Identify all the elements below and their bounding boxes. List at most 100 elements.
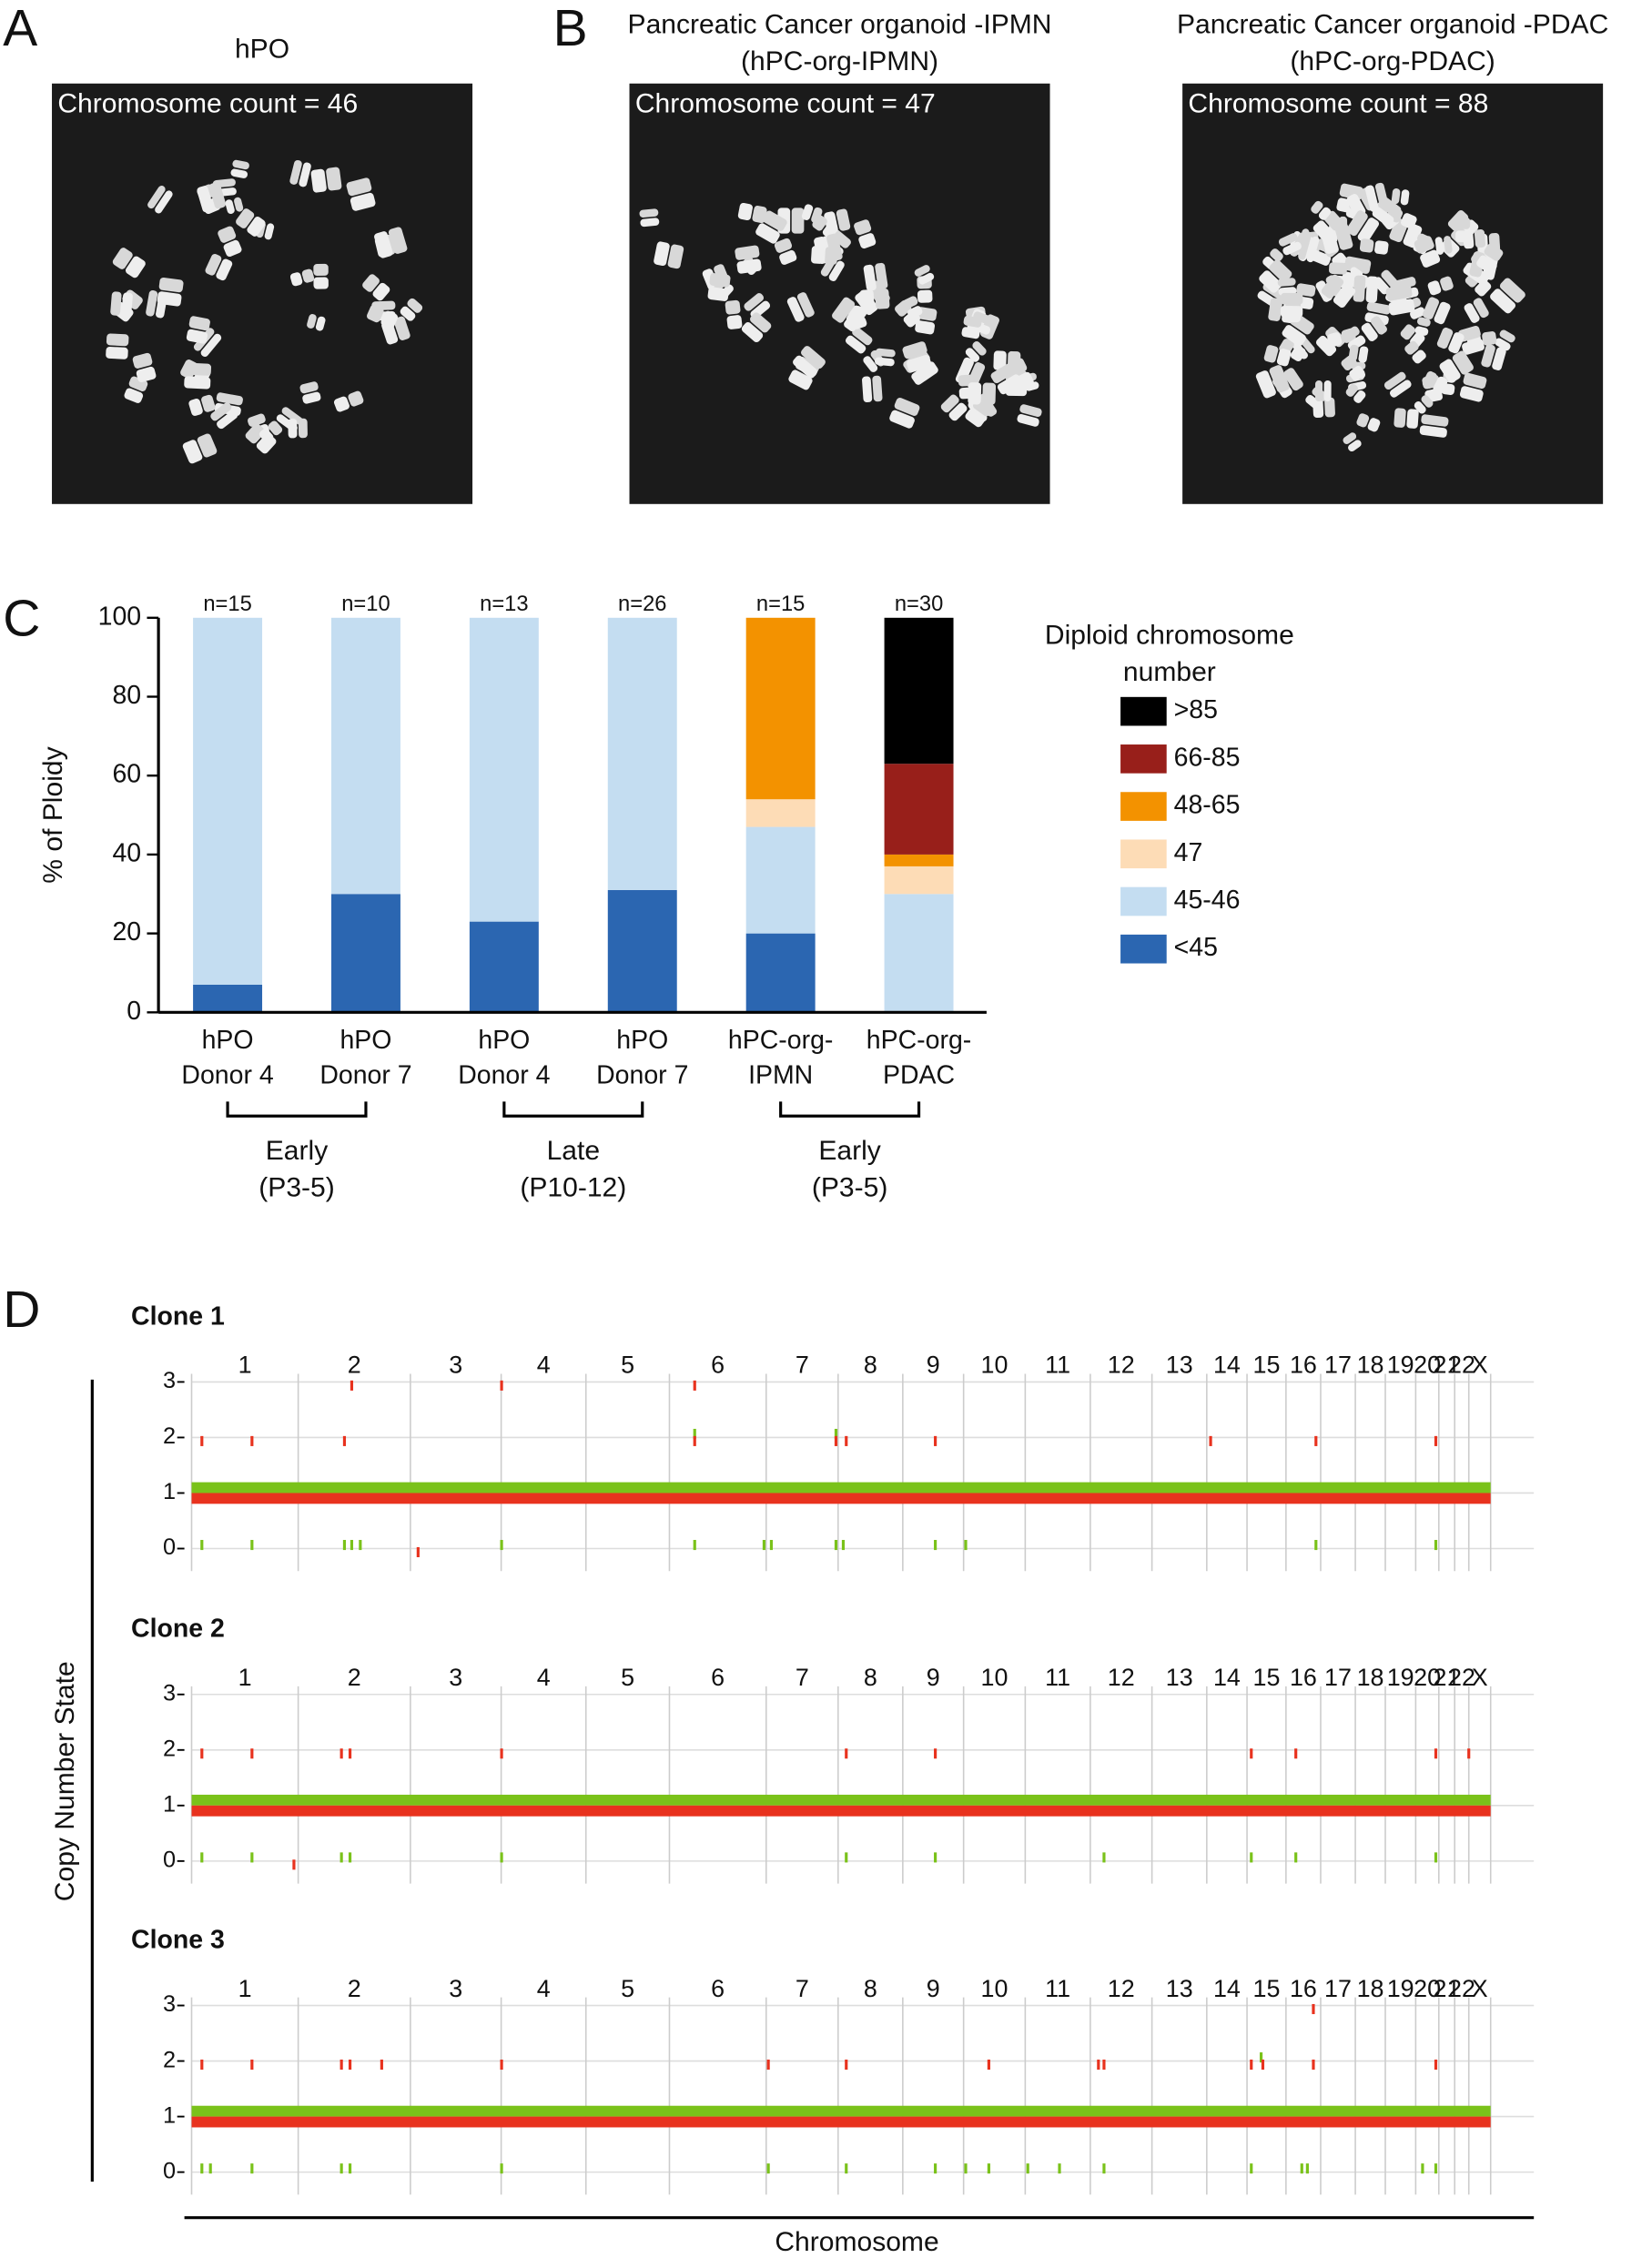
bar-segment [330, 894, 400, 1013]
chromatid [1353, 390, 1366, 403]
bar-segment [469, 617, 539, 922]
copy-event [1026, 2163, 1029, 2174]
chromatid [247, 216, 266, 237]
chromatid [1385, 284, 1413, 301]
chromosome-blob [863, 262, 888, 291]
y-tick-label: 0 [163, 1848, 176, 1873]
copy-event [1102, 1852, 1106, 1863]
chromatid [313, 277, 329, 289]
chromatid [1314, 380, 1323, 402]
copy-event [845, 1852, 848, 1863]
chromatid [889, 410, 915, 429]
chromatid [1401, 213, 1417, 229]
copy-event [934, 1435, 937, 1446]
y-tick-label: 0 [163, 2158, 176, 2183]
chromosome-blob [639, 208, 660, 228]
image-caption: Chromosome count = 88 [1188, 88, 1488, 118]
copy-event [934, 1852, 937, 1863]
chromosome-label: 8 [864, 1975, 877, 2002]
bar-segment [884, 764, 954, 855]
chromosome-label: 17 [1324, 1975, 1352, 2002]
chromatid [1269, 365, 1290, 393]
chromatid [184, 376, 211, 390]
chromatid [374, 231, 393, 258]
copy-event [834, 1540, 838, 1551]
chromatid [825, 247, 838, 265]
copy-event [200, 1748, 204, 1759]
text-line: Pancreatic Cancer organoid -PDAC [1177, 9, 1608, 39]
chromosome-label: 12 [1108, 1664, 1135, 1691]
chromatid [1420, 249, 1441, 268]
legend-swatch [1120, 696, 1167, 726]
chromosome-label: 4 [537, 1664, 551, 1691]
chromatid [1345, 383, 1358, 397]
chromatid [288, 418, 298, 439]
bar-segment [745, 617, 816, 800]
chromatid [236, 208, 255, 228]
chromatid [1268, 298, 1283, 321]
chromatid [1439, 359, 1461, 383]
chromatid [225, 199, 235, 215]
copy-event [934, 1540, 937, 1551]
copy-event [200, 1540, 204, 1551]
y-axis-label: % of Ploidy [38, 746, 68, 883]
chromatid [1444, 236, 1453, 254]
bar-segment [884, 617, 954, 764]
chromosome-blob [225, 197, 244, 215]
text-line: (hPC-org-IPMN) [741, 46, 938, 76]
chromosome-blob [707, 273, 731, 301]
copy-event [340, 1852, 343, 1863]
chromatid [218, 226, 237, 243]
chromatid [940, 394, 959, 413]
chromatid [1333, 283, 1356, 309]
chromatid [307, 314, 317, 329]
chromatid [1421, 414, 1449, 427]
chromosome-blob [1427, 276, 1454, 296]
chromatid [110, 291, 122, 316]
chromatid [366, 304, 384, 323]
chromatid [640, 218, 660, 228]
chromatid [788, 370, 813, 390]
chromatid [915, 320, 936, 335]
chromosome-blob [1017, 404, 1042, 427]
chromosome-blob [735, 245, 762, 274]
chromatid [1374, 240, 1389, 255]
chromosome-label: 12 [1108, 1352, 1135, 1379]
copy-event [340, 2059, 343, 2071]
text-line: Early [818, 1136, 880, 1166]
copy-event [1259, 2052, 1263, 2063]
chromatid [1417, 317, 1431, 327]
chromatid [1463, 372, 1487, 390]
chromatid [258, 428, 274, 443]
chromatid [1452, 350, 1474, 375]
chromatid [1414, 236, 1434, 254]
chromatid [854, 219, 872, 236]
copy-event [200, 1435, 204, 1446]
chromatid [1014, 371, 1034, 390]
chromosome-blob [1414, 395, 1434, 414]
chromatid [1359, 238, 1374, 253]
copy-event [500, 1540, 503, 1551]
chromatid [875, 348, 896, 358]
chromosome-label: 11 [1045, 1975, 1070, 2002]
bar-segment [745, 826, 816, 934]
chromatid [299, 162, 311, 187]
copy-event [693, 1540, 696, 1551]
copy-event [1261, 2059, 1265, 2071]
chromatid [1269, 259, 1292, 282]
copy-event [1102, 2059, 1106, 2071]
copy-event [1058, 2163, 1061, 2174]
chromosome-label: 1 [238, 1664, 252, 1691]
copy-event [1294, 1852, 1298, 1863]
copy-event [250, 1540, 254, 1551]
y-tick-label: 3 [163, 1368, 176, 1393]
chromosome-label: 11 [1045, 1664, 1070, 1691]
chromatid [836, 208, 851, 231]
chromosome-blob [210, 402, 238, 430]
chromosome-label: 2 [348, 1975, 361, 2002]
chromosome-blob [230, 159, 249, 178]
chromosome-blob [146, 289, 167, 319]
text-line: IPMN [748, 1060, 813, 1089]
text-line: Diploid chromosome [1045, 620, 1294, 650]
chromatid [858, 233, 877, 249]
